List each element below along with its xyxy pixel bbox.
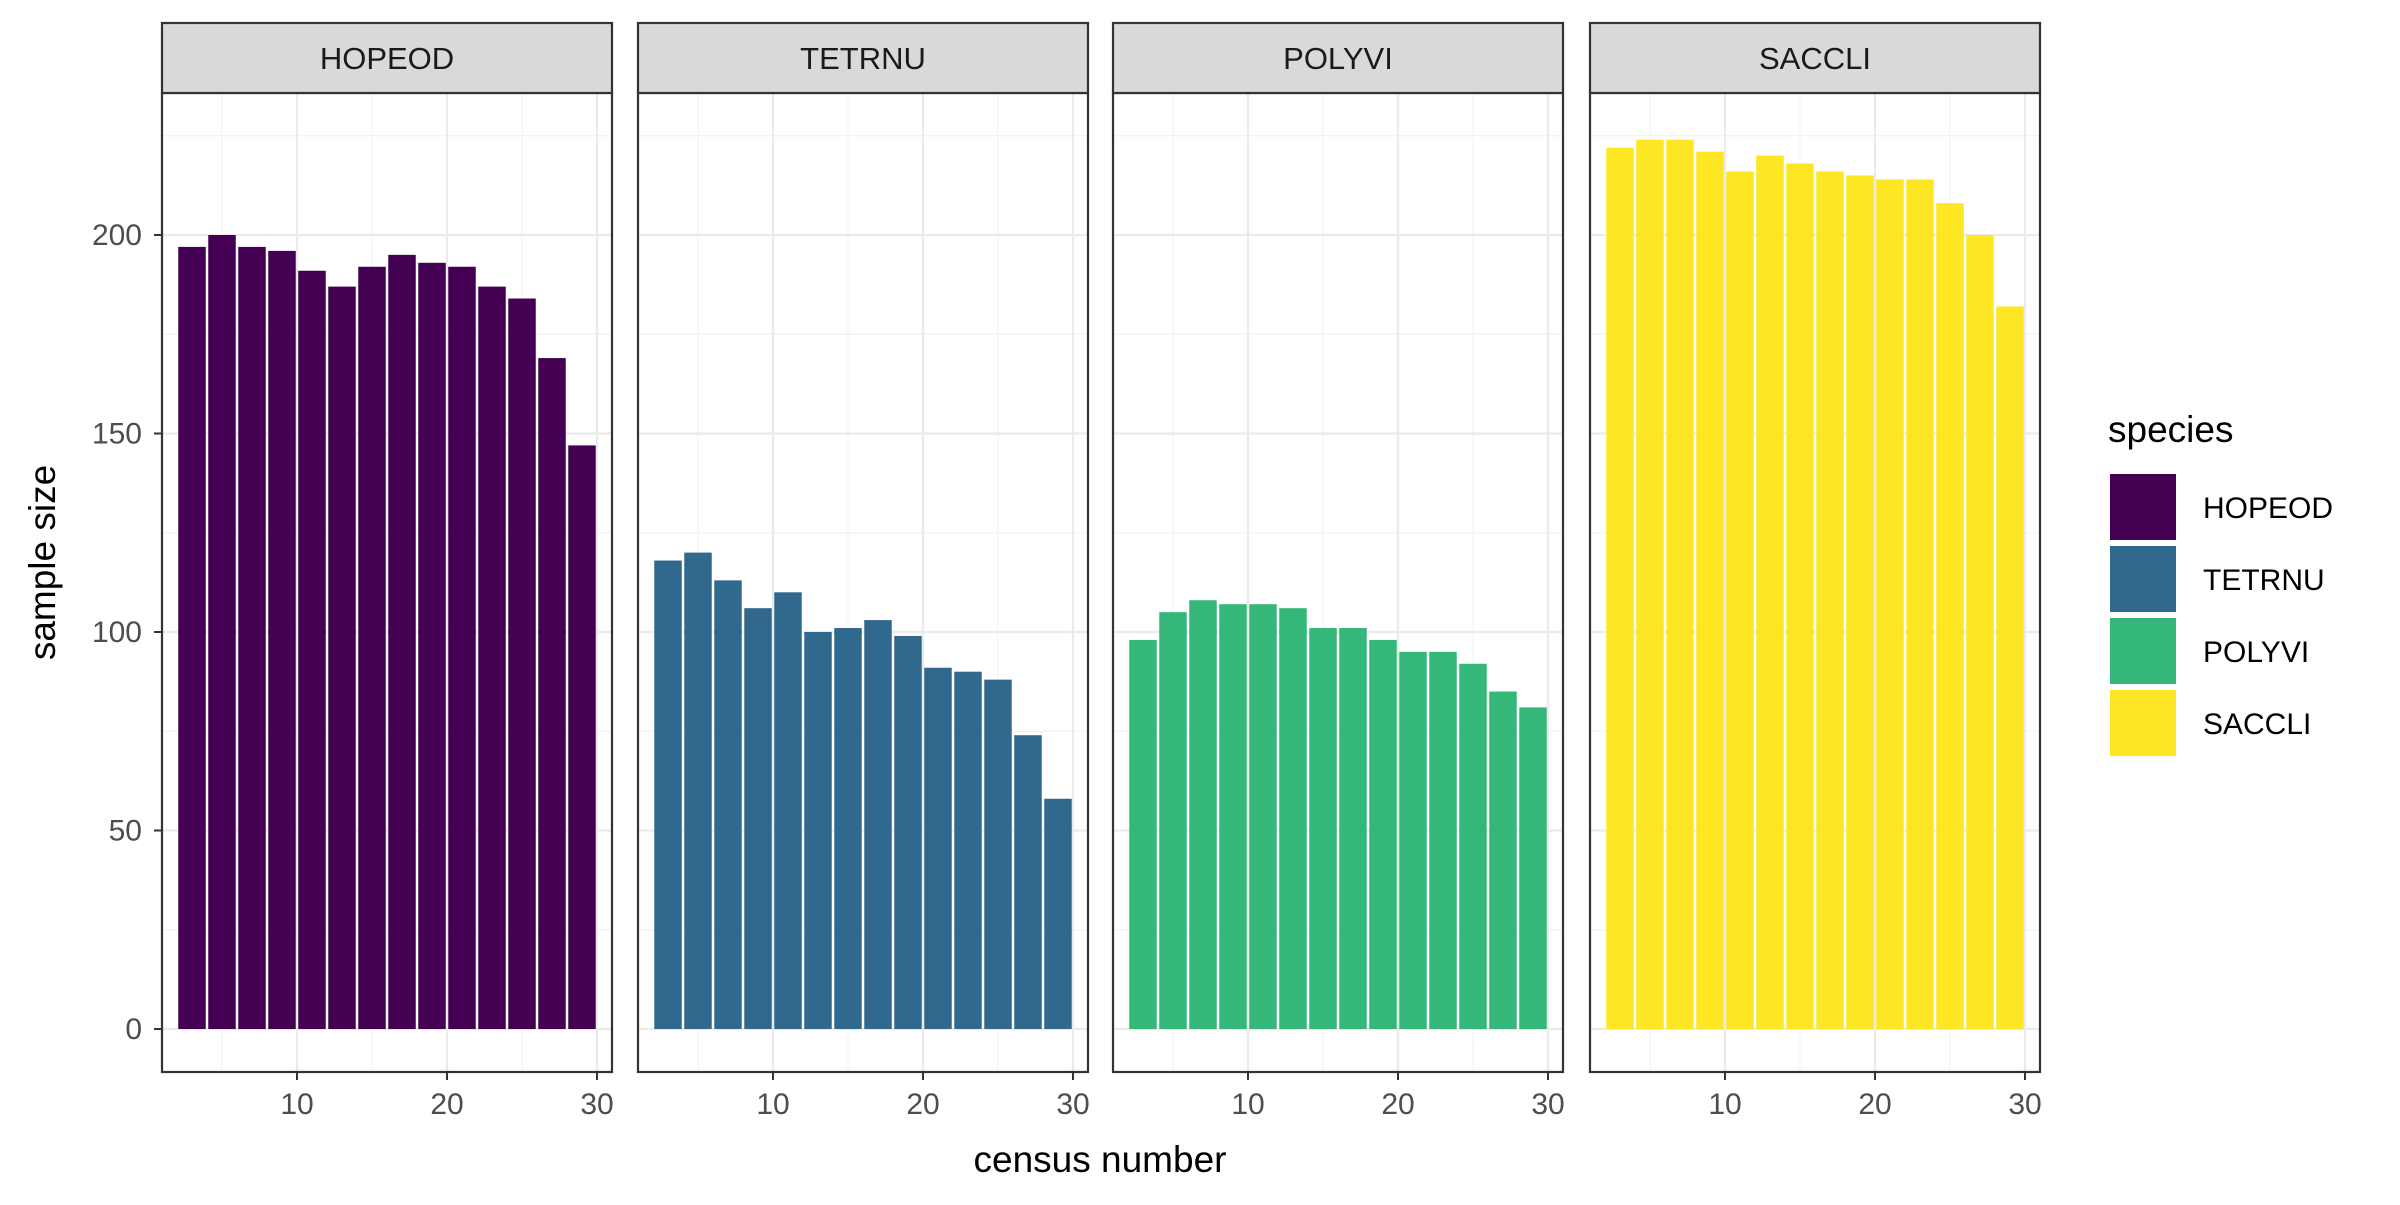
bar-tetrnu <box>1014 735 1042 1029</box>
facet-strip-label: POLYVI <box>1283 41 1393 76</box>
bar-hopeod <box>538 358 566 1029</box>
bar-polyvi <box>1129 639 1157 1029</box>
x-tick-label: 20 <box>1858 1088 1891 1121</box>
bar-hopeod <box>418 262 446 1029</box>
x-tick-label: 10 <box>1231 1088 1264 1121</box>
facet-strip-label: SACCLI <box>1759 41 1871 76</box>
y-axis-title: sample size <box>22 465 63 660</box>
bar-hopeod <box>268 250 296 1029</box>
bar-saccli <box>1666 139 1694 1030</box>
x-tick-label: 20 <box>906 1088 939 1121</box>
bar-saccli <box>1726 171 1754 1030</box>
bar-hopeod <box>178 246 206 1029</box>
bar-saccli <box>1696 151 1724 1029</box>
panel-background <box>1590 93 2040 1072</box>
bar-hopeod <box>208 235 236 1029</box>
legend-label: TETRNU <box>2203 564 2325 597</box>
facet-strip-label: TETRNU <box>800 41 926 76</box>
legend-swatch-hopeod <box>2110 474 2176 540</box>
facet-strip <box>1588 21 2042 95</box>
legend-label: HOPEOD <box>2203 492 2333 525</box>
panel-background <box>1113 93 1563 1072</box>
bar-tetrnu <box>804 632 832 1029</box>
bar-tetrnu <box>954 671 982 1029</box>
x-tick-label: 10 <box>756 1088 789 1121</box>
facet-strip <box>636 21 1090 95</box>
legend-swatch-saccli <box>2110 690 2176 756</box>
bar-tetrnu <box>834 628 862 1029</box>
bar-polyvi <box>1489 691 1517 1029</box>
bar-hopeod <box>298 270 326 1030</box>
bar-tetrnu <box>684 552 712 1029</box>
bar-hopeod <box>478 286 506 1029</box>
bar-saccli <box>1606 147 1634 1029</box>
x-tick-label: 20 <box>1381 1088 1414 1121</box>
bar-tetrnu <box>924 667 952 1029</box>
bar-saccli <box>1786 163 1814 1030</box>
bar-tetrnu <box>654 560 682 1029</box>
facet-strip <box>160 21 614 95</box>
bar-polyvi <box>1519 707 1547 1029</box>
bar-polyvi <box>1279 608 1307 1029</box>
y-tick-label: 50 <box>109 815 142 848</box>
bar-tetrnu <box>894 635 922 1029</box>
y-tick-label: 100 <box>92 616 142 649</box>
legend-title: species <box>2108 409 2233 450</box>
y-tick-label: 200 <box>92 219 142 252</box>
bar-tetrnu <box>1044 798 1072 1029</box>
bar-polyvi <box>1249 604 1277 1029</box>
x-tick-label: 10 <box>1708 1088 1741 1121</box>
bar-polyvi <box>1459 663 1487 1029</box>
bar-tetrnu <box>774 592 802 1029</box>
facet-strip-label: HOPEOD <box>320 41 454 76</box>
bar-polyvi <box>1429 651 1457 1029</box>
bar-hopeod <box>328 286 356 1029</box>
bar-saccli <box>1846 175 1874 1029</box>
x-tick-label: 30 <box>1056 1088 1089 1121</box>
legend-label: SACCLI <box>2203 708 2311 741</box>
bar-polyvi <box>1219 604 1247 1029</box>
bar-polyvi <box>1159 612 1187 1029</box>
x-tick-label: 30 <box>580 1088 613 1121</box>
legend-swatch-tetrnu <box>2110 546 2176 612</box>
bar-saccli <box>1876 179 1904 1030</box>
x-tick-label: 10 <box>280 1088 313 1121</box>
bar-saccli <box>1996 306 2024 1030</box>
facet-strip <box>1111 21 1565 95</box>
x-tick-label: 20 <box>430 1088 463 1121</box>
bar-hopeod <box>388 254 416 1030</box>
bar-tetrnu <box>864 620 892 1029</box>
bar-hopeod <box>238 246 266 1029</box>
bar-polyvi <box>1339 628 1367 1029</box>
legend-swatch-polyvi <box>2110 618 2176 684</box>
bar-saccli <box>1636 139 1664 1030</box>
bar-saccli <box>1936 203 1964 1030</box>
legend-label: POLYVI <box>2203 636 2309 669</box>
panel-background <box>162 93 612 1072</box>
x-tick-label: 30 <box>2008 1088 2041 1121</box>
bar-saccli <box>1756 155 1784 1030</box>
bar-polyvi <box>1189 600 1217 1029</box>
x-axis-title: census number <box>974 1139 1227 1180</box>
bar-saccli <box>1816 171 1844 1030</box>
bar-polyvi <box>1369 639 1397 1029</box>
bar-hopeod <box>358 266 386 1029</box>
bar-hopeod <box>568 445 596 1029</box>
bar-tetrnu <box>714 580 742 1029</box>
y-tick-label: 150 <box>92 418 142 451</box>
bar-polyvi <box>1309 628 1337 1029</box>
x-tick-label: 30 <box>1531 1088 1564 1121</box>
bar-saccli <box>1906 179 1934 1030</box>
bar-polyvi <box>1399 651 1427 1029</box>
bar-hopeod <box>448 266 476 1029</box>
bar-hopeod <box>508 298 536 1029</box>
panel-background <box>638 93 1088 1072</box>
bar-tetrnu <box>744 608 772 1029</box>
bar-saccli <box>1966 235 1994 1029</box>
y-tick-label: 0 <box>125 1013 142 1046</box>
bar-tetrnu <box>984 679 1012 1029</box>
